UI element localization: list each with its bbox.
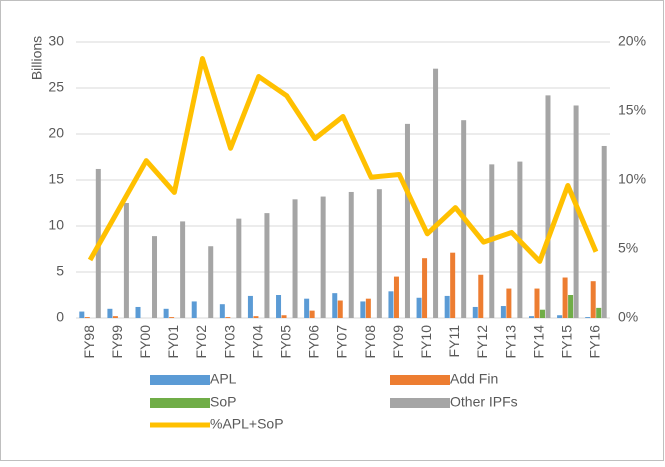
bar — [590, 281, 596, 318]
bar — [79, 311, 85, 318]
y2-tick-label: 0% — [618, 309, 638, 325]
bar — [107, 308, 113, 318]
bar — [163, 308, 169, 318]
x-tick-label: FY16 — [587, 325, 603, 359]
bar — [404, 123, 410, 318]
legend-label: Other IPFs — [450, 394, 518, 410]
bar — [276, 295, 282, 318]
bar — [135, 306, 141, 318]
x-tick-label: FY99 — [109, 325, 125, 359]
bar — [534, 288, 540, 318]
x-tick-label: FY10 — [418, 325, 434, 359]
bar — [348, 191, 354, 318]
bar — [292, 199, 298, 318]
bar — [304, 298, 310, 318]
legend-swatch — [150, 375, 210, 385]
x-tick-label: FY06 — [306, 325, 322, 359]
x-tick-label: FY02 — [193, 325, 209, 359]
x-tick-label: FY12 — [474, 325, 490, 359]
y-axis-label: Billions — [29, 36, 45, 80]
bar — [191, 301, 197, 318]
bar — [219, 304, 225, 318]
bar — [365, 298, 371, 318]
y-tick-label: 20 — [48, 125, 64, 141]
y2-tick-label: 10% — [618, 171, 646, 187]
legend-label: SoP — [210, 394, 236, 410]
x-tick-label: FY14 — [530, 325, 546, 359]
bar — [281, 315, 287, 318]
bar — [253, 316, 259, 318]
bar — [450, 252, 456, 318]
bar — [416, 297, 422, 318]
bar — [320, 196, 326, 318]
bar — [169, 317, 175, 318]
x-tick-label: FY13 — [502, 325, 518, 359]
bar — [123, 203, 129, 318]
bar — [601, 145, 607, 318]
legend-swatch — [390, 398, 450, 408]
legend-swatch — [150, 398, 210, 408]
bar — [585, 317, 591, 318]
y-tick-label: 10 — [48, 217, 64, 233]
legend-label: Add Fin — [450, 371, 498, 387]
bar — [264, 213, 270, 318]
x-tick-label: FY01 — [165, 325, 181, 359]
x-tick-label: FY05 — [277, 325, 293, 359]
bar — [247, 295, 253, 318]
bar — [236, 218, 242, 318]
bar — [433, 68, 439, 319]
y2-tick-label: 5% — [618, 240, 638, 256]
bar — [388, 291, 394, 318]
bar — [528, 316, 534, 318]
line — [87, 56, 599, 264]
y-tick-label: 5 — [56, 263, 64, 279]
bar — [360, 301, 366, 318]
bar — [539, 309, 545, 318]
bar — [472, 306, 478, 318]
x-tick-label: FY00 — [137, 325, 153, 359]
bar — [596, 307, 602, 318]
bar — [562, 277, 568, 318]
x-tick-label: FY98 — [81, 325, 97, 359]
y-tick-label: 0 — [56, 309, 64, 325]
bar — [84, 317, 90, 318]
x-tick-label: FY11 — [446, 325, 462, 358]
bar — [573, 105, 579, 318]
y2-tick-label: 15% — [618, 102, 646, 118]
bar — [112, 316, 118, 318]
y-tick-label: 25 — [48, 79, 64, 95]
bar — [152, 236, 158, 318]
bar — [568, 295, 574, 318]
y2-tick-label: 20% — [618, 33, 646, 49]
x-tick-label: FY03 — [221, 325, 237, 359]
x-tick-label: FY09 — [390, 325, 406, 359]
x-tick-label: FY07 — [334, 325, 350, 359]
legend-label: %APL+SoP — [210, 416, 284, 432]
legend-label: APL — [210, 371, 237, 387]
bar — [376, 189, 382, 318]
bar — [393, 276, 399, 318]
legend-swatch — [390, 375, 450, 385]
x-tick-label: FY15 — [559, 325, 575, 359]
bar — [208, 246, 214, 318]
bar — [332, 293, 338, 318]
y-tick-label: 30 — [48, 33, 64, 49]
bar — [545, 95, 551, 318]
bar — [557, 315, 563, 318]
bar — [225, 317, 231, 318]
bar — [444, 295, 450, 318]
bar — [309, 310, 315, 318]
bar — [500, 306, 506, 318]
bar — [337, 300, 343, 318]
bar — [478, 274, 484, 318]
y-tick-label: 15 — [48, 171, 64, 187]
bar — [180, 221, 186, 318]
bar — [506, 288, 512, 318]
x-tick-label: FY08 — [362, 325, 378, 359]
x-tick-label: FY04 — [249, 325, 265, 359]
bar — [422, 258, 428, 318]
